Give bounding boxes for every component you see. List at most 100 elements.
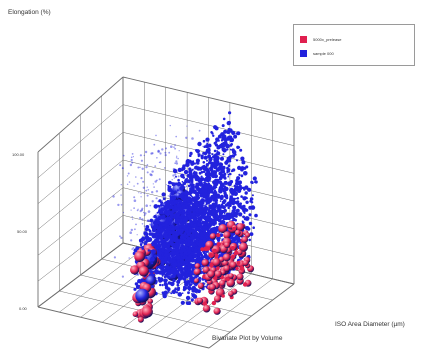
blue-bubble-small bbox=[166, 232, 168, 235]
red-bubble bbox=[232, 226, 237, 231]
blue-bubble-small bbox=[239, 148, 243, 152]
blue-bubble-small bbox=[232, 205, 237, 210]
blue-bubble-small bbox=[227, 175, 229, 178]
blue-bubble-faint bbox=[130, 156, 133, 159]
blue-bubble-small bbox=[183, 167, 186, 170]
blue-bubble-small bbox=[194, 185, 197, 188]
blue-bubble-small bbox=[209, 166, 213, 170]
blue-bubble-small bbox=[212, 134, 215, 137]
red-bubble bbox=[194, 263, 201, 269]
red-bubble bbox=[130, 265, 140, 275]
blue-bubble-small bbox=[194, 177, 199, 182]
blue-bubble-small bbox=[227, 135, 231, 139]
blue-bubble-small bbox=[172, 271, 176, 275]
blue-bubble-small bbox=[215, 137, 220, 142]
blue-bubble-small bbox=[166, 200, 172, 205]
blue-bubble-small bbox=[180, 173, 185, 178]
blue-bubble-small bbox=[181, 180, 184, 183]
blue-bubble-small bbox=[228, 173, 231, 175]
blue-bubble-small bbox=[185, 295, 191, 301]
blue-bubble-small bbox=[161, 249, 164, 252]
blue-bubble-small bbox=[211, 153, 214, 156]
red-bubble bbox=[223, 265, 231, 272]
blue-bubble-small bbox=[200, 154, 204, 158]
blue-bubble-faint bbox=[150, 152, 153, 155]
blue-bubble-small bbox=[199, 217, 202, 220]
blue-bubble-small bbox=[230, 212, 233, 214]
blue-bubble-small bbox=[159, 221, 162, 224]
blue-bubble-small bbox=[190, 195, 193, 197]
blue-bubble-small bbox=[186, 226, 189, 229]
blue-bubble-small bbox=[174, 190, 177, 193]
blue-bubble-faint bbox=[175, 135, 177, 138]
blue-bubble-small bbox=[177, 184, 179, 187]
blue-bubble-small bbox=[198, 213, 201, 216]
blue-bubble-small bbox=[216, 207, 218, 210]
blue-bubble-small bbox=[196, 166, 201, 171]
blue-bubble-small bbox=[167, 225, 170, 228]
blue-bubble-faint bbox=[130, 239, 133, 242]
blue-bubble-small bbox=[226, 148, 229, 151]
blue-bubble-faint bbox=[137, 166, 140, 169]
blue-bubble-small bbox=[182, 263, 185, 266]
blue-bubble-small bbox=[209, 180, 211, 182]
blue-bubble-faint bbox=[178, 150, 180, 152]
blue-bubble-faint bbox=[165, 184, 167, 186]
blue-bubble-small bbox=[140, 236, 146, 242]
blue-bubble-faint bbox=[177, 157, 179, 160]
blue-bubble-small bbox=[182, 164, 186, 168]
red-bubble bbox=[193, 278, 200, 284]
blue-bubble-small bbox=[180, 270, 184, 275]
blue-bubble-small bbox=[185, 159, 191, 164]
blue-bubble-small bbox=[211, 155, 215, 158]
blue-bubble-small bbox=[176, 266, 180, 270]
blue-bubble-small bbox=[203, 177, 208, 182]
blue-bubble-faint bbox=[163, 167, 166, 169]
blue-bubble-small bbox=[243, 217, 247, 221]
blue-bubble-small bbox=[222, 117, 226, 121]
blue-bubble-small bbox=[207, 189, 212, 194]
blue-bubble-small bbox=[171, 248, 176, 253]
blue-bubble-faint bbox=[147, 219, 150, 222]
blue-bubble-small bbox=[214, 178, 220, 184]
red-bubble bbox=[235, 266, 239, 271]
blue-bubble-small bbox=[212, 199, 215, 202]
blue-bubble-faint bbox=[169, 124, 171, 127]
blue-bubble-small bbox=[203, 181, 205, 184]
left-wall-grid-line bbox=[37, 104, 124, 179]
blue-bubble-small bbox=[152, 224, 158, 230]
blue-bubble-faint bbox=[143, 214, 146, 217]
blue-bubble-small bbox=[172, 257, 176, 261]
blue-bubble-small bbox=[165, 265, 170, 270]
blue-bubble-small bbox=[176, 241, 180, 245]
blue-bubble-small bbox=[250, 180, 254, 184]
red-bubble bbox=[132, 311, 139, 318]
blue-bubble-small bbox=[167, 255, 170, 258]
blue-bubble-small bbox=[137, 279, 142, 284]
blue-bubble-small bbox=[246, 187, 250, 191]
blue-bubble-small bbox=[155, 266, 159, 270]
blue-bubble-faint bbox=[175, 160, 178, 163]
blue-bubble-small bbox=[242, 186, 246, 190]
blue-bubble-faint bbox=[133, 196, 136, 199]
blue-bubble-small bbox=[196, 213, 200, 217]
blue-bubble-small bbox=[229, 180, 234, 184]
blue-bubble-small bbox=[189, 151, 193, 156]
blue-bubble-small bbox=[215, 194, 221, 199]
blue-bubble-small bbox=[159, 265, 163, 270]
blue-bubble-faint bbox=[146, 164, 149, 166]
blue-bubble-small bbox=[236, 212, 239, 215]
blue-bubble-small bbox=[210, 173, 214, 177]
blue-bubble-small bbox=[222, 206, 226, 210]
blue-bubble-small bbox=[190, 183, 194, 188]
blue-bubble-small bbox=[167, 187, 173, 193]
blue-bubble-faint bbox=[152, 183, 154, 185]
blue-bubble-faint bbox=[158, 161, 160, 164]
blue-bubble-faint bbox=[144, 212, 147, 215]
blue-bubble-small bbox=[236, 236, 240, 241]
blue-bubble-small bbox=[208, 221, 213, 226]
blue-bubble-small bbox=[204, 285, 206, 288]
red-bubble bbox=[208, 252, 214, 258]
blue-bubble-small bbox=[205, 144, 210, 149]
blue-bubble-small bbox=[194, 274, 198, 279]
